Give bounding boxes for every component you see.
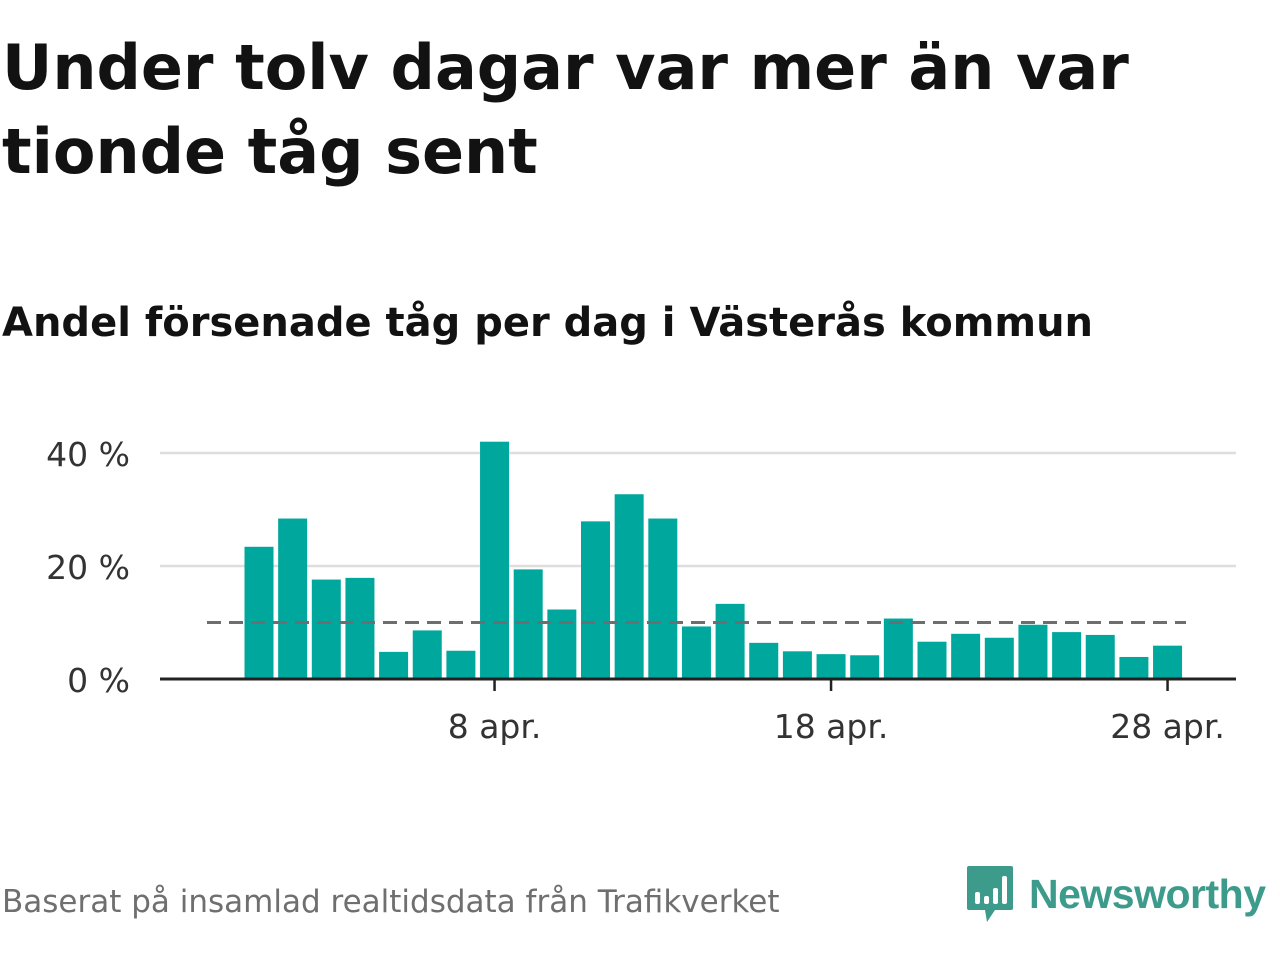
y-tick-label: 0 % [67, 661, 130, 700]
bar [1018, 624, 1048, 679]
bar [547, 609, 577, 679]
x-axis-ticks: 8 apr. 18 apr. 28 apr. [448, 679, 1225, 746]
grid-layer [160, 451, 1236, 568]
bar [513, 569, 543, 679]
bar [951, 633, 981, 679]
bar [345, 577, 375, 679]
brand-name: Newsworthy [1029, 870, 1266, 917]
bar [244, 546, 274, 679]
newsworthy-logo-icon [967, 866, 1013, 922]
bar [681, 626, 711, 679]
chart-subtitle: Andel försenade tåg per dag i Västerås k… [2, 300, 1094, 346]
bar [278, 518, 308, 679]
bar [883, 618, 913, 679]
bar [614, 494, 644, 679]
bar [311, 579, 341, 679]
bar [850, 655, 880, 679]
newsworthy-logo[interactable]: Newsworthy [965, 864, 1266, 924]
bar [480, 441, 510, 679]
x-tick-label: 18 apr. [774, 707, 889, 746]
bar [984, 637, 1014, 679]
bar [917, 641, 947, 679]
bar [412, 630, 442, 679]
bars [244, 441, 1183, 679]
bar [446, 650, 476, 679]
y-tick-label: 40 % [46, 435, 130, 474]
chart-headline: Under tolv dagar var mer än var tionde t… [2, 31, 1129, 188]
bar [1052, 632, 1082, 679]
bar [782, 651, 812, 679]
bar [648, 518, 678, 679]
bar [1085, 634, 1115, 679]
y-axis-ticks: 0 % 20 % 40 % [46, 435, 130, 700]
bar [1153, 645, 1183, 679]
bar [749, 642, 779, 679]
source-note: Baserat på insamlad realtidsdata från Tr… [2, 884, 780, 920]
bar [379, 651, 409, 679]
bar [1119, 656, 1149, 679]
bar [581, 521, 610, 679]
y-tick-label: 20 % [46, 548, 130, 587]
bar [816, 654, 846, 679]
x-tick-label: 28 apr. [1110, 707, 1225, 746]
x-tick-label: 8 apr. [448, 707, 542, 746]
bar [715, 603, 745, 679]
